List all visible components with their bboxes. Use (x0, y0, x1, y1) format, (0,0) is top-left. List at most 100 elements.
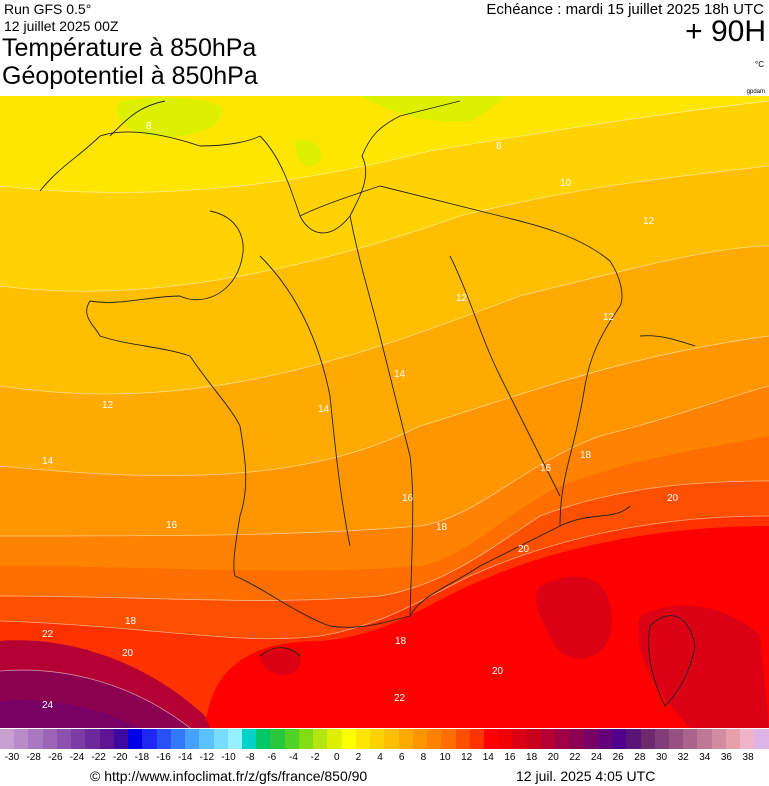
scale-tick-label: -6 (267, 752, 277, 763)
scale-tick-label: -10 (221, 752, 236, 763)
scale-tick-label: 36 (720, 752, 732, 763)
contour-label: 22 (42, 629, 54, 640)
scale-cell (170, 729, 186, 749)
scale-cell (384, 729, 399, 749)
contour-labels: 8 8 10 12 12 12 12 14 14 14 16 16 16 18 18 18 18 20 20 20 20… (42, 121, 679, 711)
scale-tick-label: -26 (48, 752, 63, 763)
scale-tick-label: 26 (612, 752, 624, 763)
coastlines-and-borders (39, 100, 696, 707)
scale-tick-label: -18 (134, 752, 150, 763)
scale-cell (398, 729, 413, 749)
scale-tick-label: 16 (504, 752, 516, 763)
scale-cell (683, 729, 698, 749)
scale-cell (612, 729, 627, 749)
scale-cell (597, 729, 613, 749)
source-url: © http://www.infoclimat.fr/z/gfs/france/… (90, 768, 368, 784)
scale-cell (483, 729, 499, 749)
contour-label: 8 (496, 141, 502, 152)
temperature-map: 8 8 10 12 12 12 12 14 14 14 16 16 16 18 18 18 18 20 20 20 20… (0, 96, 769, 728)
scale-cell (740, 729, 755, 749)
scale-cell (56, 729, 72, 749)
scale-tick-label: 10 (439, 752, 451, 763)
scale-cell (284, 729, 299, 749)
scale-tick-label: 6 (398, 752, 405, 763)
map-subtitle: Géopotentiel à 850hPa (2, 62, 258, 90)
temperature-color-scale (0, 729, 769, 749)
scale-tick-label: 28 (634, 752, 646, 763)
contour-label: 20 (122, 648, 134, 659)
color-scale-ticks: -30 -28 -26 -24 -22 -20 -18 -16 -14 -12 -10 -8 -6 -4-… (0, 753, 769, 765)
scale-cell (455, 729, 470, 749)
scale-tick-label: 38 (742, 752, 754, 763)
run-label: Run GFS 0.5° (4, 1, 92, 17)
scale-cell (327, 729, 342, 749)
scale-tick-label: 32 (677, 752, 689, 763)
scale-tick-label: 14 (482, 752, 494, 763)
scale-cell (711, 729, 726, 749)
render-timestamp: 12 juil. 2025 4:05 UTC (516, 768, 656, 784)
scale-cell (185, 729, 200, 749)
map-title: Température à 850hPa (2, 34, 257, 62)
scale-tick-label: -4 (288, 752, 298, 763)
scale-cell (569, 729, 584, 749)
scale-cell (28, 729, 43, 749)
scale-cell (427, 729, 442, 749)
scale-tick-label: -2 (310, 752, 320, 763)
scale-tick-label: 20 (547, 752, 559, 763)
contour-label: 20 (518, 544, 530, 555)
contour-label: 12 (102, 400, 114, 411)
scale-cell (227, 729, 242, 749)
scale-cell (441, 729, 456, 749)
contour-label: 14 (318, 404, 330, 415)
scale-cell (355, 729, 371, 749)
scale-cell (14, 729, 29, 749)
scale-tick-label: -14 (177, 752, 193, 763)
scale-cell (498, 729, 513, 749)
scale-tick-label: -20 (113, 752, 128, 763)
scale-cell (626, 729, 641, 749)
contour-label: 14 (42, 456, 54, 467)
scale-cell (754, 729, 769, 749)
scale-cell (199, 729, 214, 749)
scale-cell (555, 729, 570, 749)
scale-cell (128, 729, 143, 749)
contour-label: 14 (394, 369, 406, 380)
credit-label: gpdam (746, 89, 765, 95)
scale-tick-label: 12 (461, 752, 473, 763)
scale-cell (526, 729, 541, 749)
contour-label: 20 (667, 493, 679, 504)
scale-tick-label: 34 (699, 752, 711, 763)
isotherm-lines (0, 100, 769, 728)
contour-label: 16 (166, 520, 178, 531)
scale-cell (697, 729, 712, 749)
scale-cell (540, 729, 556, 749)
scale-cell (640, 729, 655, 749)
contour-label: 8 (146, 121, 152, 132)
scale-cell (313, 729, 328, 749)
scale-cell (99, 729, 114, 749)
scale-cell (256, 729, 271, 749)
scale-cell (0, 729, 15, 749)
contour-label: 22 (394, 693, 406, 704)
scale-cell (113, 729, 129, 749)
temperature-bands (0, 96, 769, 728)
scale-cell (270, 729, 285, 749)
run-date: 12 juillet 2025 00Z (4, 18, 119, 34)
scale-tick-label: 0 (333, 752, 340, 763)
scale-cell (512, 729, 527, 749)
scale-cell (142, 729, 157, 749)
forecast-hour: + 90H (685, 15, 766, 48)
scale-cell (241, 729, 257, 749)
contour-label: 24 (42, 700, 54, 711)
scale-tick-label: 22 (569, 752, 581, 763)
contour-label: 18 (436, 522, 448, 533)
scale-tick-label: 8 (420, 752, 427, 763)
contour-label: 20 (492, 666, 504, 677)
scale-cell (669, 729, 684, 749)
scale-cell (341, 729, 356, 749)
scale-cell (469, 729, 484, 749)
scale-tick-label: -28 (26, 752, 41, 763)
scale-cell (370, 729, 385, 749)
scale-cell (298, 729, 314, 749)
valid-time: Echéance : mardi 15 juillet 2025 18h UTC (486, 1, 764, 18)
